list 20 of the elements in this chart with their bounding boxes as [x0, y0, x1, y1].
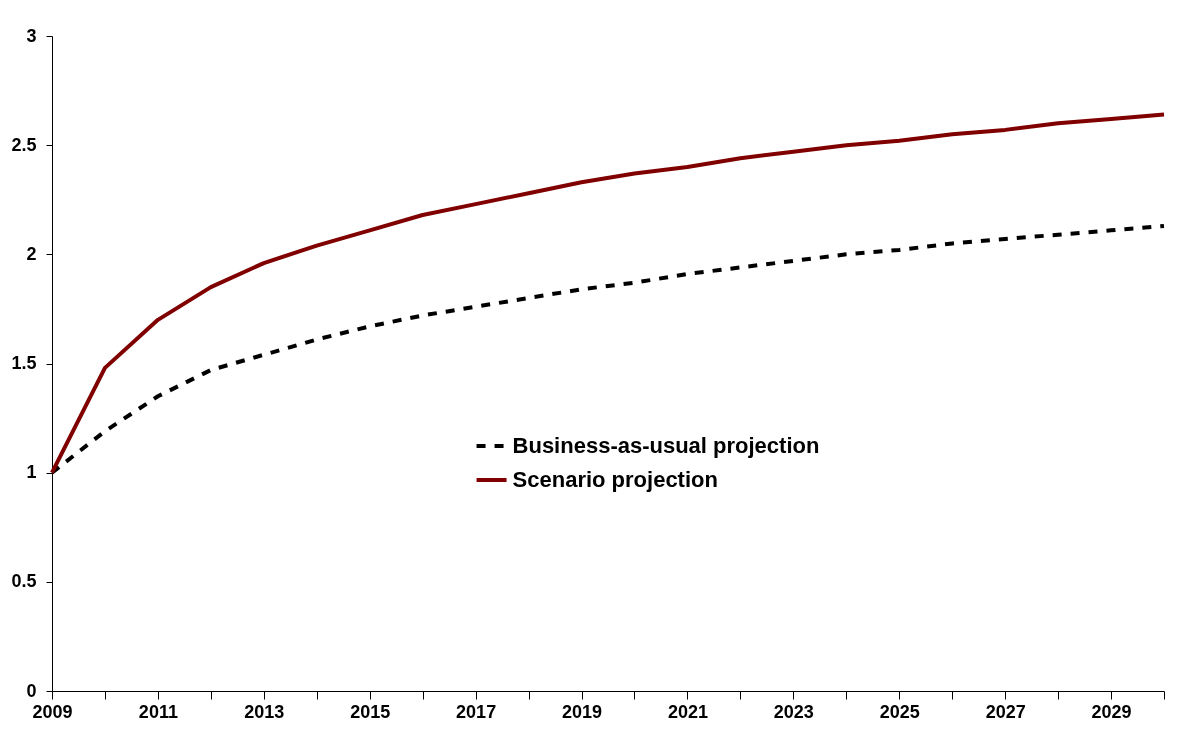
- x-tick-label: 2027: [985, 701, 1026, 722]
- x-tick-label: 2011: [138, 701, 178, 722]
- legend-label: Business-as-usual projection: [512, 433, 820, 458]
- y-tick-label: 3: [26, 25, 37, 46]
- x-tick-label: 2029: [1091, 701, 1132, 722]
- x-tick-label: 2021: [667, 701, 708, 722]
- x-tick-label: 2023: [773, 701, 814, 722]
- y-tick-label: 2: [26, 243, 37, 264]
- x-tick-label: 2009: [32, 701, 73, 722]
- y-tick-label: 1.5: [11, 353, 37, 373]
- legend-label: Scenario projection: [512, 467, 718, 492]
- y-tick-label: 0: [26, 680, 37, 701]
- x-tick-label: 2013: [244, 701, 285, 722]
- x-tick-label: 2017: [456, 701, 497, 722]
- y-tick-label: 0.5: [11, 571, 37, 592]
- y-tick-label: 1: [26, 462, 37, 483]
- x-tick-label: 2025: [879, 701, 920, 722]
- x-tick-label: 2019: [562, 701, 603, 722]
- y-tick-label: 2.5: [11, 134, 37, 155]
- x-tick-label: 2015: [350, 701, 391, 722]
